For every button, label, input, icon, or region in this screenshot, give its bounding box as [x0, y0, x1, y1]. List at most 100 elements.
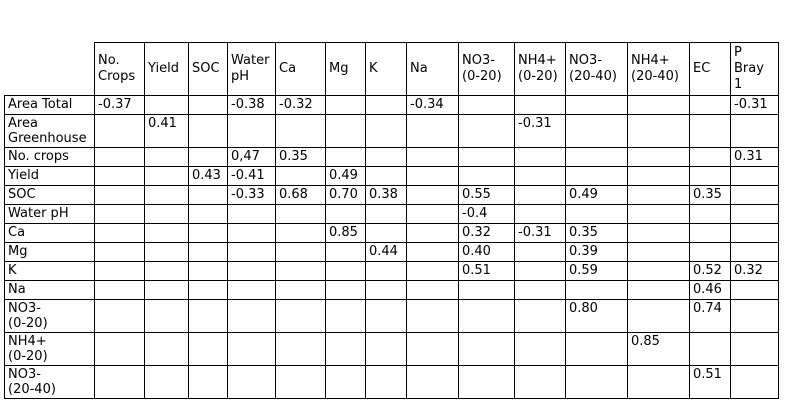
table-cell	[565, 332, 628, 366]
table-cell	[94, 223, 145, 243]
table-cell	[325, 114, 366, 148]
table-cell	[144, 95, 189, 115]
table-cell	[94, 242, 145, 262]
table-cell	[627, 166, 690, 186]
table-cell	[227, 332, 276, 366]
table-cell	[365, 95, 407, 115]
table-cell: 0.52	[689, 261, 731, 281]
table-cell: 0.32	[458, 223, 515, 243]
table-cell	[227, 242, 276, 262]
table-cell: 0.80	[565, 299, 628, 333]
table-cell	[275, 261, 326, 281]
column-header-p-bray-1: P Bray 1	[730, 42, 779, 96]
table-row: K 0.51 0.59 0.52 0.32	[4, 261, 779, 281]
table-cell	[730, 242, 779, 262]
table-cell: 0.41	[144, 114, 189, 148]
table-cell: -0.31	[730, 95, 779, 115]
table-cell	[94, 114, 145, 148]
table-cell	[458, 299, 515, 333]
table-cell	[458, 114, 515, 148]
table-cell	[458, 166, 515, 186]
table-cell: 0.49	[565, 185, 628, 205]
row-label: NO3- (0-20)	[4, 299, 95, 333]
table-cell	[627, 114, 690, 148]
table-cell	[275, 114, 326, 148]
table-cell	[144, 332, 189, 366]
column-header-k: K	[365, 42, 407, 96]
table-cell	[275, 223, 326, 243]
table-cell	[627, 223, 690, 243]
table-cell	[144, 261, 189, 281]
table-row: Area Greenhouse 0.41 -0.31	[4, 114, 779, 148]
table-cell	[188, 114, 228, 148]
table-cell: 0.43	[188, 166, 228, 186]
table-cell	[514, 261, 566, 281]
table-cell	[565, 166, 628, 186]
table-cell	[188, 185, 228, 205]
table-cell: -0.41	[227, 166, 276, 186]
table-cell	[514, 166, 566, 186]
row-label: NH4+ (0-20)	[4, 332, 95, 366]
table-cell	[365, 114, 407, 148]
table-cell	[689, 204, 731, 224]
table-cell	[406, 365, 459, 399]
table-cell	[689, 147, 731, 167]
table-cell	[627, 185, 690, 205]
table-cell	[275, 280, 326, 300]
table-cell	[514, 95, 566, 115]
table-cell	[227, 114, 276, 148]
table-cell	[406, 299, 459, 333]
table-cell	[275, 204, 326, 224]
row-label: Area Greenhouse	[4, 114, 95, 148]
table-cell	[406, 204, 459, 224]
column-header-na: Na	[406, 42, 459, 96]
table-cell	[458, 280, 515, 300]
table-cell: -0.33	[227, 185, 276, 205]
table-cell	[514, 204, 566, 224]
table-cell	[365, 332, 407, 366]
table-row: Area Total -0.37 -0.38 -0.32 -0.34 -0.31	[4, 95, 779, 115]
table-cell	[325, 365, 366, 399]
table-row: Na 0.46	[4, 280, 779, 300]
table-cell	[365, 204, 407, 224]
table-cell	[565, 95, 628, 115]
table-cell	[94, 204, 145, 224]
table-cell	[730, 223, 779, 243]
table-cell	[144, 204, 189, 224]
table-cell: 0.44	[365, 242, 407, 262]
row-label: Na	[4, 280, 95, 300]
table-cell	[188, 223, 228, 243]
table-cell	[144, 280, 189, 300]
table-cell	[514, 147, 566, 167]
row-label: Water pH	[4, 204, 95, 224]
table-cell	[144, 185, 189, 205]
table-row: NO3- (0-20) 0.80 0.74	[4, 299, 779, 333]
table-body: Area Total -0.37 -0.38 -0.32 -0.34 -0.31 Area …	[4, 95, 779, 399]
column-header-no3-20-40: NO3- (20-40)	[565, 42, 628, 96]
table-cell	[365, 166, 407, 186]
correlation-table: No. Crops Yield SOC Water pH Ca Mg K Na …	[4, 42, 779, 399]
table-cell	[94, 185, 145, 205]
table-cell	[325, 242, 366, 262]
table-cell	[144, 299, 189, 333]
table-cell	[689, 223, 731, 243]
table-cell	[188, 95, 228, 115]
table-cell	[514, 365, 566, 399]
table-cell	[689, 332, 731, 366]
table-cell	[365, 365, 407, 399]
table-cell	[627, 365, 690, 399]
table-cell	[94, 332, 145, 366]
table-cell	[565, 365, 628, 399]
table-cell	[188, 242, 228, 262]
table-cell	[275, 166, 326, 186]
table-cell	[514, 332, 566, 366]
table-cell: 0.39	[565, 242, 628, 262]
table-cell	[94, 147, 145, 167]
table-cell	[565, 280, 628, 300]
table-row: NO3- (20-40) 0.51	[4, 365, 779, 399]
table-cell	[627, 147, 690, 167]
table-cell	[227, 204, 276, 224]
table-row: No. crops 0,47 0.35 0.31	[4, 147, 779, 167]
table-cell	[325, 299, 366, 333]
table-cell	[227, 365, 276, 399]
